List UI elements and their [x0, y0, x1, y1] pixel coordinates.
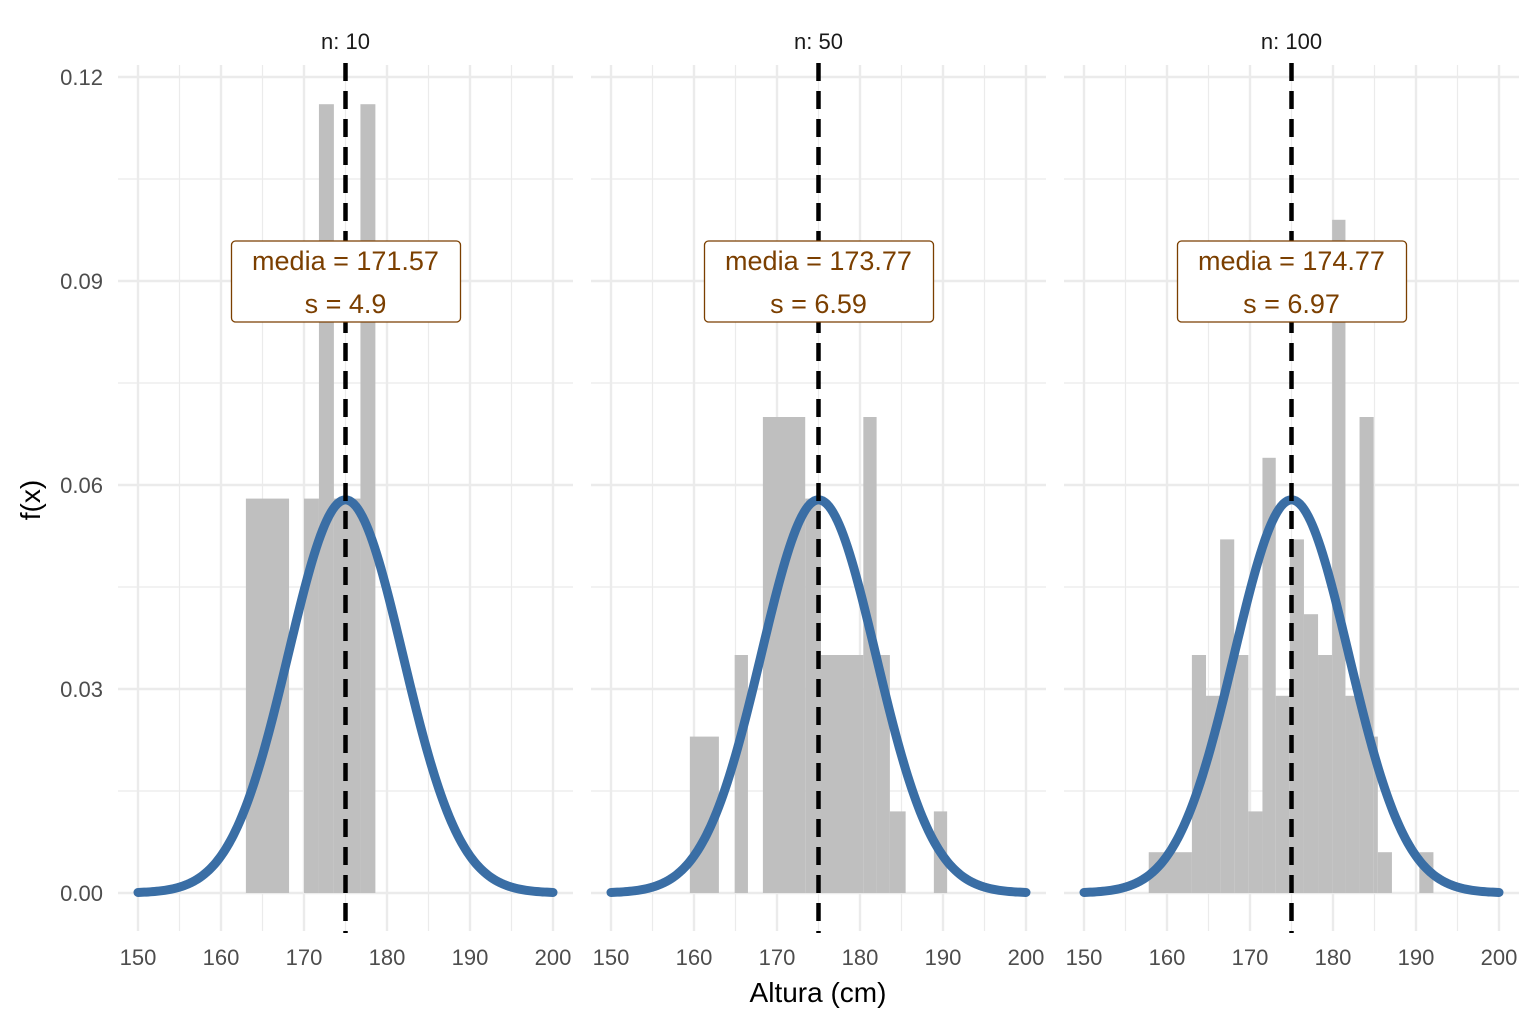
histogram-bar	[1377, 852, 1392, 893]
histogram-bar	[734, 655, 748, 893]
x-tick-label: 170	[759, 945, 796, 970]
x-tick-label: 160	[203, 945, 240, 970]
histogram-bar	[889, 811, 906, 893]
y-tick-label: 0.06	[60, 473, 103, 498]
y-tick-label: 0.09	[60, 269, 103, 294]
histogram-bar	[1275, 695, 1290, 893]
facet-panel: media = 174.77 s = 6.97 n: 100 150 160 170 180…	[1064, 29, 1519, 970]
facet-panel: media = 171.57 s = 4.9 n: 10 150 160 170 180 19…	[118, 29, 573, 970]
annotation-mean: media = 173.77	[725, 246, 912, 276]
x-tick-label: 200	[1008, 945, 1045, 970]
x-tick-label: 180	[842, 945, 879, 970]
annotation-sd: s = 4.9	[305, 289, 387, 319]
histogram-bar	[1234, 655, 1249, 893]
histogram-bar	[1248, 811, 1263, 893]
x-tick-label: 150	[1066, 945, 1103, 970]
x-tick-label: 180	[369, 945, 406, 970]
histogram-bar	[863, 417, 877, 893]
histogram-bar	[1373, 736, 1378, 893]
histogram-bar	[360, 104, 376, 893]
y-axis-title: f(x)	[15, 480, 46, 520]
x-tick-label: 160	[676, 945, 713, 970]
x-tick-label: 160	[1149, 945, 1186, 970]
histogram-bar	[1318, 655, 1333, 893]
y-tick-label: 0.00	[60, 881, 103, 906]
x-axis-title: Altura (cm)	[750, 977, 887, 1008]
panels: media = 171.57 s = 4.9 n: 10 150 160 170 180 19…	[118, 29, 1519, 970]
annotation-box	[230, 240, 462, 323]
facet-strip-label: n: 10	[321, 29, 370, 54]
y-tick-label: 0.12	[60, 65, 103, 90]
y-tick-label: 0.03	[60, 677, 103, 702]
histogram-bar	[762, 417, 806, 893]
histogram-bar	[1332, 219, 1346, 894]
x-tick-label: 150	[593, 945, 630, 970]
x-tick-label: 170	[286, 945, 323, 970]
x-tick-label: 190	[925, 945, 962, 970]
x-tick-label: 200	[1481, 945, 1518, 970]
histogram-bar	[1303, 614, 1319, 893]
annotation-sd: s = 6.59	[770, 289, 867, 319]
histogram-bars	[689, 417, 948, 893]
histogram-bar	[1220, 539, 1235, 893]
histogram-bar	[1345, 695, 1360, 893]
histogram-bar	[1262, 457, 1276, 893]
facet-strip-label: n: 100	[1261, 29, 1322, 54]
x-axis-ticks: 150 160 170 180 190 200	[593, 945, 1045, 970]
annotation-mean: media = 171.57	[252, 246, 439, 276]
x-tick-label: 180	[1315, 945, 1352, 970]
annotation-mean: media = 174.77	[1198, 246, 1385, 276]
histogram-bar	[820, 655, 864, 893]
annotation-box	[1176, 240, 1408, 323]
facet-strip-label: n: 50	[794, 29, 843, 54]
histogram-bar	[1359, 417, 1374, 893]
x-tick-label: 170	[1232, 945, 1269, 970]
x-axis-ticks: 150 160 170 180 190 200	[1066, 945, 1518, 970]
histogram-bar	[318, 104, 334, 893]
x-axis-ticks: 150 160 170 180 190 200	[120, 945, 572, 970]
stats-annotation: media = 173.77 s = 6.59	[703, 240, 935, 323]
stats-annotation: media = 174.77 s = 6.97	[1176, 240, 1408, 323]
stats-annotation: media = 171.57 s = 4.9	[230, 240, 462, 323]
x-tick-label: 190	[452, 945, 489, 970]
x-tick-label: 200	[535, 945, 572, 970]
histogram-bar	[304, 498, 319, 893]
y-axis-ticks: 0.00 0.03 0.06 0.09 0.12	[60, 65, 103, 906]
histogram-bars	[245, 104, 376, 893]
x-tick-label: 190	[1398, 945, 1435, 970]
annotation-box	[703, 240, 935, 323]
annotation-sd: s = 6.97	[1243, 289, 1340, 319]
x-tick-label: 150	[120, 945, 157, 970]
